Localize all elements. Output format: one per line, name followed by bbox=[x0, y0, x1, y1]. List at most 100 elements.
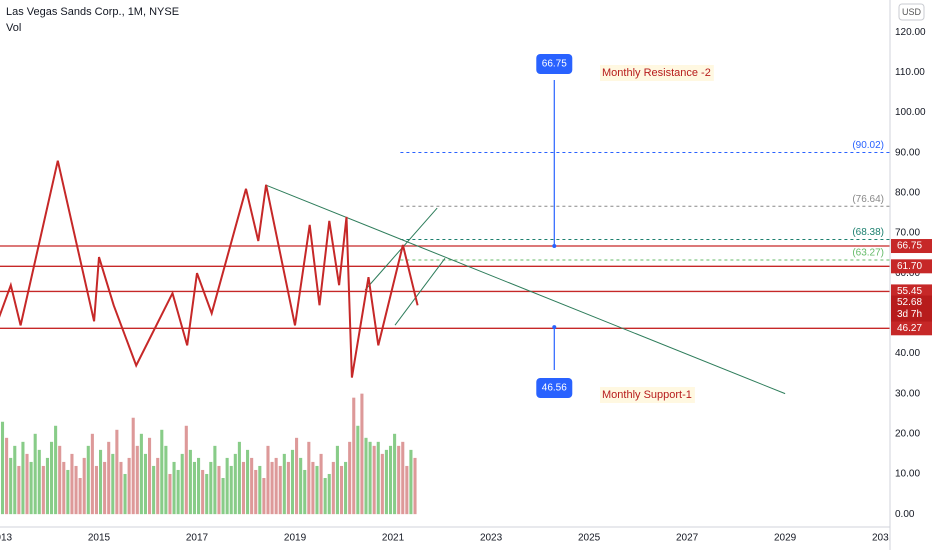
price-axis bbox=[890, 0, 932, 550]
volume-bar bbox=[13, 445, 17, 515]
volume-bar bbox=[266, 445, 270, 515]
volume-bar bbox=[380, 453, 384, 515]
level-tag-label: 61.70 bbox=[897, 261, 922, 272]
y-tick-label: 70.00 bbox=[895, 228, 920, 239]
volume-bar bbox=[62, 461, 66, 515]
x-tick-label: 2025 bbox=[578, 533, 601, 544]
volume-bar bbox=[0, 421, 5, 515]
symbol-title: Las Vegas Sands Corp., 1M, NYSE bbox=[6, 6, 179, 18]
volume-bar bbox=[360, 393, 364, 515]
y-tick-label: 90.00 bbox=[895, 147, 920, 158]
volume-bar bbox=[82, 457, 86, 515]
level-tag bbox=[891, 321, 932, 336]
y-tick-label: 10.00 bbox=[895, 469, 920, 480]
volume-bar bbox=[246, 449, 250, 515]
y-tick-label: 40.00 bbox=[895, 348, 920, 359]
measure-label: 46.56 bbox=[542, 383, 567, 394]
volume-bar bbox=[94, 465, 98, 515]
volume-bar bbox=[331, 461, 335, 515]
level-tag-label: 55.45 bbox=[897, 286, 922, 297]
price-tag bbox=[891, 295, 932, 322]
volume-bar bbox=[311, 461, 315, 515]
volume-bar bbox=[131, 417, 135, 515]
price-tag-label: 52.68 bbox=[897, 297, 922, 308]
y-tick-label: 20.00 bbox=[895, 428, 920, 439]
countdown: 3d 7h bbox=[897, 309, 922, 320]
volume-bar bbox=[344, 461, 348, 515]
plot: 2013 2015 2017 2019 2021 2023 2025 2027 2029 2031… bbox=[0, 54, 895, 544]
x-tick-label: 2031 bbox=[872, 533, 895, 544]
volume-bar bbox=[5, 437, 9, 515]
volume-bar bbox=[274, 457, 278, 515]
trend-line bbox=[394, 257, 446, 326]
level-tag-label: 46.27 bbox=[897, 323, 922, 334]
volume-bar bbox=[201, 469, 205, 515]
fib-label: (90.02) bbox=[852, 140, 884, 151]
volume-bar bbox=[237, 441, 241, 515]
volume-bar bbox=[323, 477, 327, 515]
volume-bar bbox=[364, 437, 368, 515]
volume-bar bbox=[127, 457, 131, 515]
indicator-label: Vol bbox=[6, 22, 21, 34]
y-tick-label: 0.00 bbox=[895, 509, 915, 520]
measure-point bbox=[552, 244, 557, 249]
volume-bar bbox=[303, 469, 307, 515]
x-tick-label: 2027 bbox=[676, 533, 699, 544]
y-tick-label: 100.00 bbox=[895, 107, 926, 118]
volume-bar bbox=[213, 445, 217, 515]
volume-bar bbox=[286, 461, 290, 515]
volume-bar bbox=[413, 457, 417, 515]
volume-bar bbox=[98, 449, 103, 515]
x-tick-label: 2023 bbox=[480, 533, 503, 544]
volume-bar bbox=[233, 453, 237, 515]
level-tag bbox=[891, 239, 932, 254]
volume-bar bbox=[111, 453, 115, 515]
volume-bar bbox=[49, 441, 54, 515]
x-tick-label: 2029 bbox=[774, 533, 797, 544]
volume-bar bbox=[282, 453, 286, 515]
volume-bar bbox=[29, 461, 33, 515]
measure-box bbox=[536, 378, 573, 398]
volume-bar bbox=[176, 469, 180, 515]
y-tick-label: 120.00 bbox=[895, 27, 926, 38]
volume-bar bbox=[135, 445, 139, 515]
volume-bar bbox=[54, 425, 58, 515]
volume-bar bbox=[295, 437, 299, 515]
volume-bar bbox=[184, 425, 188, 515]
volume-bar bbox=[356, 425, 360, 515]
trend-line bbox=[265, 184, 786, 395]
currency[interactable]: USD bbox=[902, 7, 922, 17]
y-tick-label: 80.00 bbox=[895, 187, 920, 198]
x-tick-label: 2017 bbox=[186, 533, 209, 544]
volume-bar bbox=[172, 461, 176, 515]
volume-bar bbox=[409, 449, 413, 515]
volume-bar bbox=[33, 433, 37, 515]
volume-bar bbox=[209, 461, 213, 515]
volume-bar bbox=[103, 461, 107, 515]
volume-bar bbox=[160, 429, 164, 515]
volume-bar bbox=[335, 445, 339, 515]
volume-bar bbox=[119, 461, 123, 515]
annotation-bg bbox=[600, 65, 714, 81]
volume-bar bbox=[86, 445, 90, 515]
volume-bar bbox=[168, 473, 172, 515]
volume-bar bbox=[41, 465, 45, 515]
fib-label: (63.27) bbox=[852, 248, 884, 259]
volume-bar bbox=[254, 469, 258, 515]
volume-bar bbox=[368, 441, 372, 515]
volume-bar bbox=[299, 457, 303, 515]
volume-bar bbox=[188, 449, 192, 515]
measure-box bbox=[536, 54, 573, 74]
x-tick-label: 2019 bbox=[284, 533, 307, 544]
volume-bar bbox=[9, 457, 13, 515]
volume-bar bbox=[241, 461, 246, 515]
volume-bar bbox=[225, 457, 229, 515]
level-tag bbox=[891, 259, 932, 274]
volume-bar bbox=[152, 465, 156, 515]
currency-box[interactable] bbox=[898, 3, 925, 21]
volume-bar bbox=[123, 473, 127, 515]
volume-bar bbox=[221, 477, 225, 515]
volume-bar bbox=[217, 465, 221, 515]
volume-bar bbox=[192, 461, 197, 515]
